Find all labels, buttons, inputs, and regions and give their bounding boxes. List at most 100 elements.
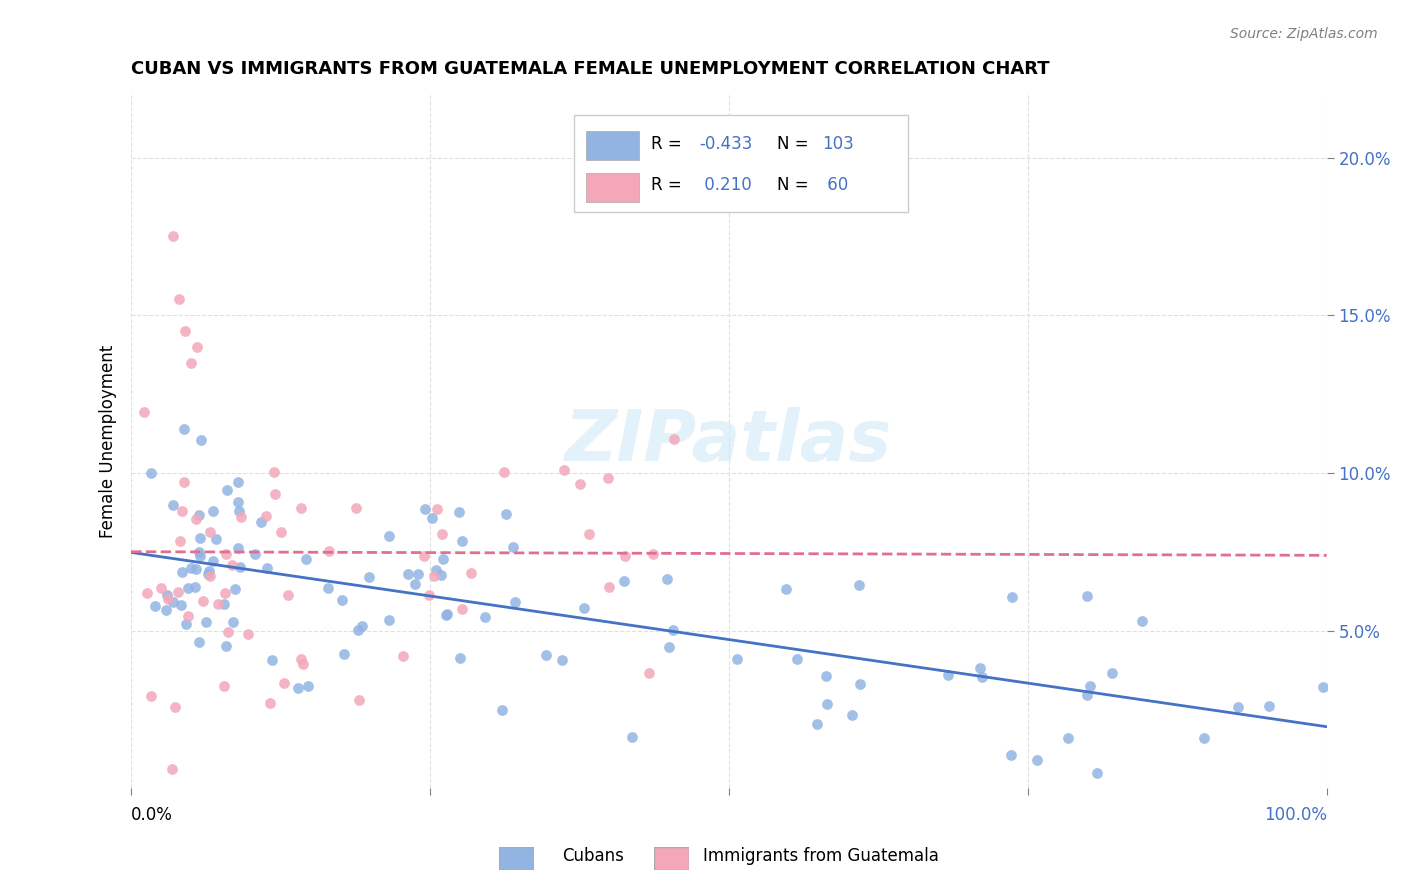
- Point: [273, 676, 295, 690]
- Point: [188, 508, 211, 522]
- Point: [347, 623, 370, 637]
- Text: N =: N =: [776, 136, 814, 153]
- Point: [815, 669, 838, 683]
- Point: [1257, 698, 1279, 713]
- Point: [167, 293, 190, 307]
- Point: [972, 670, 994, 684]
- Point: [1000, 748, 1022, 763]
- Point: [224, 582, 246, 596]
- Point: [725, 652, 748, 666]
- Point: [598, 580, 620, 594]
- Point: [1026, 753, 1049, 767]
- Text: 60: 60: [823, 176, 848, 194]
- Point: [177, 581, 200, 595]
- Point: [492, 466, 515, 480]
- Point: [149, 581, 172, 595]
- Point: [156, 588, 179, 602]
- Point: [638, 666, 661, 681]
- Point: [474, 609, 496, 624]
- Point: [1076, 688, 1098, 702]
- Point: [174, 324, 197, 338]
- Point: [188, 635, 211, 649]
- Point: [420, 511, 443, 525]
- Point: [180, 561, 202, 575]
- Text: 0.210: 0.210: [699, 176, 752, 194]
- Point: [212, 679, 235, 693]
- Point: [391, 648, 413, 663]
- Point: [1000, 590, 1022, 604]
- Point: [262, 653, 284, 667]
- Point: [166, 584, 188, 599]
- Point: [139, 467, 162, 481]
- Point: [357, 570, 380, 584]
- Point: [197, 567, 219, 582]
- FancyBboxPatch shape: [585, 173, 640, 202]
- Point: [1192, 731, 1215, 746]
- Point: [212, 597, 235, 611]
- Y-axis label: Female Unemployment: Female Unemployment: [100, 344, 117, 538]
- Point: [447, 505, 470, 519]
- Point: [170, 504, 193, 518]
- Point: [160, 762, 183, 776]
- Point: [347, 692, 370, 706]
- Point: [316, 581, 339, 595]
- Point: [188, 531, 211, 545]
- Point: [938, 668, 960, 682]
- Point: [180, 355, 202, 369]
- Point: [177, 608, 200, 623]
- Point: [270, 525, 292, 540]
- Point: [969, 661, 991, 675]
- Point: [613, 574, 636, 589]
- Point: [406, 567, 429, 582]
- Point: [184, 562, 207, 576]
- Point: [806, 716, 828, 731]
- Point: [290, 500, 312, 515]
- Point: [350, 619, 373, 633]
- Point: [228, 503, 250, 517]
- Point: [184, 511, 207, 525]
- Point: [170, 598, 193, 612]
- Text: 103: 103: [823, 136, 853, 153]
- Point: [449, 651, 471, 665]
- Point: [578, 526, 600, 541]
- Point: [291, 657, 314, 672]
- Point: [534, 648, 557, 662]
- Point: [495, 507, 517, 521]
- Point: [141, 689, 163, 703]
- Point: [221, 558, 243, 572]
- Point: [436, 607, 458, 621]
- Point: [662, 623, 685, 637]
- Point: [655, 572, 678, 586]
- Point: [229, 560, 252, 574]
- Point: [451, 602, 474, 616]
- Text: -0.433: -0.433: [699, 136, 752, 153]
- Point: [658, 640, 681, 655]
- Point: [287, 681, 309, 695]
- Point: [1078, 679, 1101, 693]
- Point: [256, 561, 278, 575]
- Text: N =: N =: [776, 176, 814, 194]
- Point: [264, 487, 287, 501]
- Point: [202, 554, 225, 568]
- Point: [1076, 589, 1098, 603]
- Point: [277, 588, 299, 602]
- FancyBboxPatch shape: [585, 131, 640, 161]
- Point: [143, 599, 166, 613]
- Point: [396, 566, 419, 581]
- Point: [259, 697, 281, 711]
- Point: [190, 433, 212, 447]
- FancyBboxPatch shape: [574, 115, 908, 212]
- Point: [332, 647, 354, 661]
- Point: [163, 700, 186, 714]
- Point: [290, 652, 312, 666]
- Point: [425, 563, 447, 577]
- Point: [243, 547, 266, 561]
- Point: [184, 580, 207, 594]
- Point: [815, 698, 838, 712]
- Point: [215, 483, 238, 497]
- Text: Immigrants from Guatemala: Immigrants from Guatemala: [703, 847, 939, 865]
- Point: [598, 471, 620, 485]
- Point: [157, 592, 180, 607]
- Text: Cubans: Cubans: [562, 847, 624, 865]
- Text: R =: R =: [651, 176, 688, 194]
